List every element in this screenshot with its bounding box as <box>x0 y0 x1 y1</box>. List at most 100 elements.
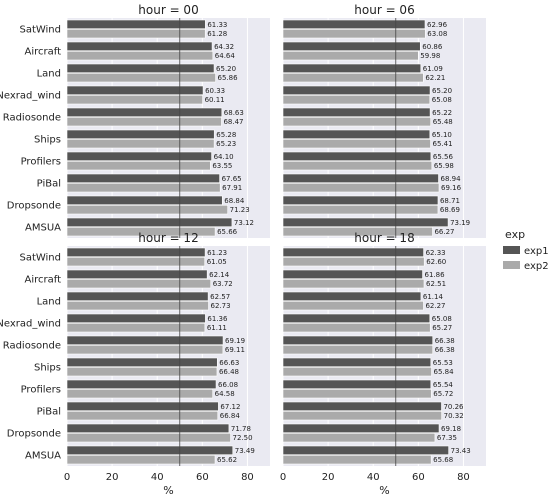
bar-exp1 <box>282 401 442 411</box>
bar-exp1 <box>66 41 213 51</box>
bar-exp1 <box>66 269 208 279</box>
x-tick-label: 80 <box>241 472 254 483</box>
bar-value-label: 65.62 <box>217 456 237 464</box>
bar-exp2 <box>66 183 221 193</box>
bar-exp1 <box>282 423 440 433</box>
bar-value-label: 65.08 <box>432 315 452 323</box>
bar-exp1 <box>282 247 424 257</box>
bar-value-label: 62.60 <box>426 258 446 266</box>
bar-exp2 <box>282 278 425 289</box>
bar-value-label: 68.84 <box>224 197 245 205</box>
x-tick-label: 60 <box>196 472 209 483</box>
bar-value-label: 61.28 <box>207 30 227 38</box>
bar-exp2 <box>66 117 222 127</box>
bar-exp2 <box>66 256 206 267</box>
bar-exp1 <box>66 401 219 411</box>
bar-value-label: 70.32 <box>444 412 464 420</box>
bar-value-label: 68.94 <box>440 175 461 183</box>
bar-value-label: 73.49 <box>235 447 255 455</box>
bar-value-label: 65.72 <box>433 390 453 398</box>
bar-value-label: 65.20 <box>432 87 452 95</box>
bar-value-label: 59.98 <box>420 52 440 60</box>
bar-exp2 <box>66 410 219 421</box>
bar-value-label: 63.08 <box>427 30 447 38</box>
bar-value-label: 61.05 <box>207 258 227 266</box>
bar-exp2 <box>282 300 424 311</box>
bar-exp2 <box>282 50 419 61</box>
legend-swatch-exp1 <box>503 246 520 254</box>
bar-exp2 <box>66 73 216 83</box>
bar-exp2 <box>282 454 432 465</box>
category-label: Dropsonde <box>7 429 61 440</box>
bar-exp1 <box>66 379 217 389</box>
category-label: Nexrad_wind <box>0 91 61 102</box>
bar-value-label: 73.19 <box>450 219 470 227</box>
bar-value-label: 66.08 <box>218 381 238 389</box>
panel-title: hour = 18 <box>354 231 414 245</box>
bar-value-label: 66.38 <box>435 346 455 354</box>
x-axis-label: % <box>163 484 173 495</box>
legend-label-exp2: exp2 <box>524 261 549 272</box>
bar-exp2 <box>282 139 431 149</box>
bar-value-label: 64.58 <box>215 390 235 398</box>
bar-value-label: 61.14 <box>423 293 444 301</box>
category-label: PiBal <box>37 179 61 190</box>
bar-value-label: 68.47 <box>223 118 243 126</box>
category-label: Land <box>37 297 61 308</box>
bar-exp2 <box>282 410 442 421</box>
bar-exp2 <box>282 73 424 83</box>
bar-exp2 <box>282 432 436 443</box>
bar-value-label: 68.71 <box>440 197 460 205</box>
bar-value-label: 65.23 <box>216 140 236 148</box>
bar-value-label: 71.78 <box>231 425 251 433</box>
bar-exp2 <box>66 205 228 215</box>
x-tick-label: 40 <box>367 472 380 483</box>
bar-exp2 <box>66 388 213 399</box>
category-label: Dropsonde <box>7 201 61 212</box>
bar-value-label: 66.63 <box>219 359 239 367</box>
bar-exp2 <box>66 161 211 171</box>
bar-exp1 <box>282 445 449 455</box>
bar-value-label: 69.11 <box>225 346 245 354</box>
bar-exp2 <box>66 432 231 443</box>
bar-exp2 <box>282 28 426 39</box>
bar-exp1 <box>282 313 431 323</box>
x-tick-label: 60 <box>412 472 425 483</box>
x-tick-label: 0 <box>280 472 286 483</box>
bar-exp1 <box>282 151 432 161</box>
bar-value-label: 68.69 <box>440 206 460 214</box>
legend: exp exp1 exp2 <box>503 228 549 272</box>
category-label: SatWind <box>19 25 61 36</box>
bar-value-label: 69.18 <box>441 425 461 433</box>
panel-title: hour = 12 <box>138 231 198 245</box>
bar-exp2 <box>66 139 215 149</box>
bar-value-label: 66.84 <box>220 412 241 420</box>
bar-value-label: 62.57 <box>210 293 230 301</box>
bar-value-label: 66.38 <box>435 337 455 345</box>
bar-value-label: 65.84 <box>434 368 455 376</box>
bar-exp1 <box>66 173 220 183</box>
bar-exp1 <box>66 107 223 117</box>
bar-value-label: 69.16 <box>441 184 462 192</box>
bar-value-label: 65.56 <box>433 153 454 161</box>
category-label: Aircraft <box>24 47 61 58</box>
bar-value-label: 70.26 <box>443 403 464 411</box>
bar-exp1 <box>282 129 431 139</box>
category-label: Aircraft <box>24 275 61 286</box>
bar-value-label: 61.23 <box>207 249 227 257</box>
x-tick-label: 20 <box>106 472 119 483</box>
bar-value-label: 60.33 <box>205 87 225 95</box>
bar-value-label: 64.64 <box>215 52 236 60</box>
bar-value-label: 62.27 <box>425 302 445 310</box>
bar-value-label: 67.35 <box>437 434 457 442</box>
bar-value-label: 61.36 <box>207 315 228 323</box>
bar-value-label: 65.53 <box>433 359 453 367</box>
bar-exp1 <box>282 217 449 227</box>
bar-value-label: 73.12 <box>234 219 254 227</box>
x-axis-label: % <box>379 484 389 495</box>
bar-value-label: 60.86 <box>422 43 443 51</box>
category-label: Ships <box>34 135 61 146</box>
bar-exp2 <box>282 256 425 267</box>
bar-exp1 <box>66 217 233 227</box>
